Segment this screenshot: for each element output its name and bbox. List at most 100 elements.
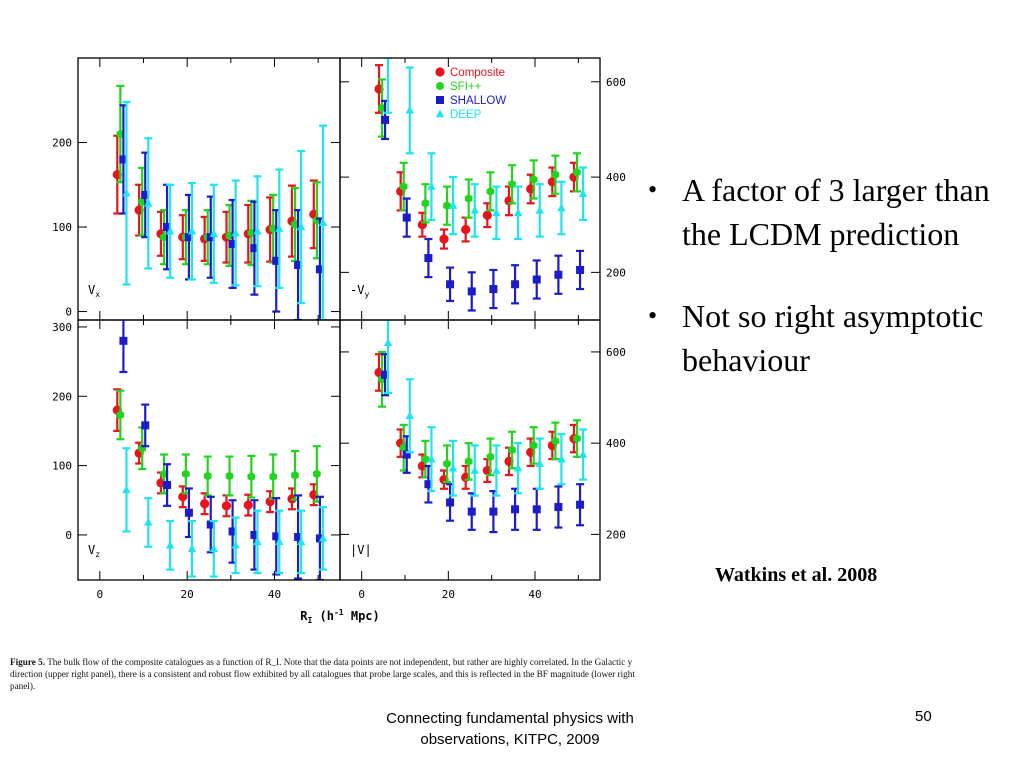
chart-panel-lower-left: 0 100 200 300 0 20 40 Vz <box>52 319 341 601</box>
panel-frame <box>339 319 601 581</box>
data-point <box>318 533 328 542</box>
bullet-list: • A factor of 3 larger than the LCDM pred… <box>640 168 1020 420</box>
legend-marker <box>435 109 445 118</box>
data-point <box>381 115 390 124</box>
data-point <box>573 434 581 443</box>
data-point <box>250 530 259 539</box>
series-shallow <box>119 320 324 580</box>
x-axis-title-unit-end: Mpc) <box>344 609 380 623</box>
data-point <box>486 187 495 196</box>
data-point <box>160 469 168 479</box>
data-point <box>116 410 125 420</box>
y-tick-label: 100 <box>52 221 72 234</box>
x-tick-label: 20 <box>442 588 455 601</box>
data-point <box>160 232 168 242</box>
data-point <box>203 471 212 481</box>
data-point <box>513 463 523 472</box>
data-point <box>554 503 563 512</box>
data-point <box>315 534 324 543</box>
data-point <box>141 421 150 430</box>
data-point <box>294 533 303 542</box>
data-point <box>446 498 455 507</box>
figure-caption-text: The bulk flow of the composite catalogue… <box>10 657 635 691</box>
data-point <box>557 454 566 463</box>
legend-label: SFI++ <box>450 81 482 93</box>
data-point <box>427 454 436 463</box>
data-point <box>551 436 560 446</box>
data-point <box>489 285 498 294</box>
x-tick-label: 40 <box>268 588 281 601</box>
data-point <box>399 182 408 191</box>
chart-panel-lower-right: 200 400 600 0 20 40 |V| <box>339 319 626 601</box>
y-tick-label: 200 <box>52 390 72 403</box>
data-point <box>209 229 219 237</box>
data-point <box>532 505 541 514</box>
data-point <box>470 205 479 214</box>
data-point <box>381 370 390 379</box>
data-point <box>578 189 588 197</box>
data-point <box>228 239 237 248</box>
data-point <box>573 167 581 177</box>
data-point <box>424 254 433 263</box>
series-deep <box>122 447 328 578</box>
data-point <box>405 411 414 419</box>
data-point <box>529 175 538 184</box>
data-point <box>291 470 299 480</box>
data-point <box>439 234 449 244</box>
data-point <box>141 190 150 199</box>
series-sfipp <box>378 78 582 226</box>
legend-marker <box>435 67 445 77</box>
figure-caption: Figure 5. The bulk flow of the composite… <box>10 656 650 692</box>
data-point <box>464 194 473 203</box>
series-shallow <box>381 353 585 534</box>
data-point <box>221 501 232 511</box>
data-point <box>554 270 563 279</box>
panel-label-subscript: x <box>95 290 100 299</box>
data-point <box>184 508 193 517</box>
data-point <box>399 443 408 453</box>
y-tick-label: 0 <box>65 529 72 542</box>
data-point <box>122 188 131 197</box>
series-deep <box>122 100 328 320</box>
data-point <box>405 105 414 114</box>
series-sfipp <box>116 389 321 503</box>
y-tick-label: 400 <box>606 437 626 450</box>
data-point <box>508 179 516 189</box>
data-point <box>535 205 544 214</box>
data-point <box>138 197 146 207</box>
data-point <box>578 450 588 458</box>
data-point <box>443 201 451 211</box>
slide-number: 50 <box>915 708 932 725</box>
x-axis-title-superscript: -1 <box>334 608 344 617</box>
data-point <box>253 226 262 235</box>
x-axis-title-unit: (h <box>312 609 334 623</box>
data-point <box>250 244 259 253</box>
panel-label: -Vy <box>350 283 369 299</box>
data-point <box>576 500 585 509</box>
data-point <box>269 472 277 482</box>
data-point <box>443 459 451 469</box>
panel-label-subscript: z <box>95 550 100 559</box>
bullet-dot-icon: • <box>648 175 658 204</box>
series-deep <box>383 58 588 241</box>
data-point <box>243 500 253 510</box>
data-point <box>508 445 516 455</box>
bullet-item: • A factor of 3 larger than the LCDM pred… <box>640 168 1020 256</box>
legend-marker <box>436 96 444 104</box>
data-point <box>421 454 430 464</box>
data-point <box>163 481 172 490</box>
series-sfipp <box>116 84 321 268</box>
data-point <box>424 480 433 489</box>
y-tick-label: 200 <box>606 528 626 541</box>
footer-text: Connecting fundamental physics with obse… <box>386 710 634 748</box>
data-point <box>247 228 256 238</box>
data-point <box>294 261 303 270</box>
legend-marker <box>436 81 444 91</box>
legend-label: DEEP <box>450 109 482 121</box>
legend-label: Composite <box>450 67 505 79</box>
data-point <box>427 182 436 190</box>
y-tick-label: 600 <box>606 76 626 89</box>
data-point <box>163 223 172 232</box>
data-point <box>467 507 476 516</box>
